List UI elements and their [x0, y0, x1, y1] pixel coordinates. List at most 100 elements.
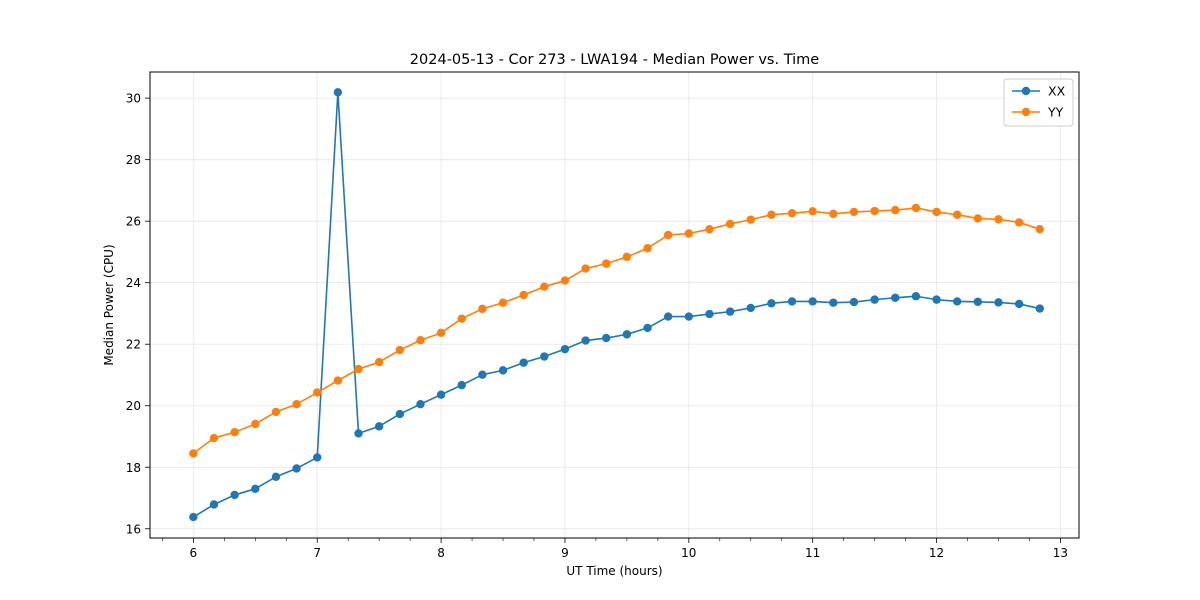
data-point-xx	[436, 390, 446, 399]
data-point-yy	[705, 224, 714, 234]
data-point-yy	[643, 244, 652, 253]
data-point-xx	[251, 484, 260, 493]
x-tick-label: 12	[929, 546, 944, 560]
data-point-yy	[746, 215, 755, 224]
plot-area-frame	[149, 71, 1080, 539]
data-point-xx	[560, 344, 570, 354]
legend: XX YY	[1003, 78, 1074, 127]
x-tick-label: 6	[190, 546, 198, 560]
data-point-yy	[374, 357, 384, 367]
chart-title: 2024-05-13 - Cor 273 - LWA194 - Median P…	[410, 52, 819, 68]
x-tick-label: 13	[1053, 546, 1068, 560]
data-point-xx	[230, 490, 239, 500]
data-point-yy	[829, 209, 838, 218]
data-point-yy	[416, 336, 425, 345]
y-tick-label: 22	[126, 338, 141, 352]
y-axis: 16 18 20 22 24 26 28 30	[126, 92, 150, 536]
data-point-xx	[808, 297, 817, 306]
data-point-xx	[1014, 299, 1024, 309]
data-point-yy	[932, 207, 941, 217]
data-point-xx	[457, 380, 466, 390]
x-tick-label: 8	[437, 546, 445, 560]
y-tick-label: 20	[126, 399, 141, 413]
data-point-yy	[519, 290, 528, 300]
data-point-yy	[230, 427, 239, 437]
legend-marker-xx	[1021, 86, 1031, 96]
data-point-xx	[725, 307, 735, 316]
data-point-xx	[292, 464, 301, 473]
legend-label-yy: YY	[1047, 105, 1064, 120]
y-tick-label: 28	[126, 153, 141, 167]
data-point-yy	[560, 276, 570, 285]
data-point-yy	[395, 345, 405, 355]
y-tick-label: 24	[126, 276, 141, 290]
data-point-xx	[973, 297, 983, 306]
data-point-yy	[622, 252, 632, 262]
data-point-yy	[436, 328, 446, 338]
x-tick-label: 11	[805, 546, 820, 560]
data-point-xx	[478, 370, 487, 379]
y-tick-label: 30	[126, 92, 141, 106]
data-point-xx	[643, 323, 652, 333]
data-point-yy	[684, 229, 694, 238]
data-point-xx	[746, 303, 755, 313]
data-point-yy	[313, 388, 322, 397]
data-point-yy	[808, 207, 817, 216]
data-point-yy	[271, 407, 281, 417]
data-point-xx	[767, 299, 776, 308]
data-point-yy	[478, 304, 487, 314]
data-point-yy	[911, 203, 921, 213]
data-point-yy	[540, 282, 549, 291]
data-point-xx	[333, 88, 343, 97]
data-point-yy	[953, 210, 962, 219]
data-point-yy	[354, 364, 363, 374]
x-axis: 6 7 8 9 10 11 12 13	[162, 538, 1068, 560]
data-point-xx	[932, 295, 941, 304]
data-point-xx	[354, 429, 363, 438]
data-point-xx	[189, 512, 198, 522]
y-tick-label: 16	[126, 522, 141, 536]
data-point-xx	[374, 422, 384, 431]
series-markers	[189, 88, 1044, 522]
data-point-yy	[251, 419, 260, 429]
data-point-yy	[1035, 224, 1044, 234]
data-point-yy	[870, 206, 879, 216]
data-point-yy	[725, 219, 735, 229]
data-point-xx	[498, 366, 508, 375]
data-point-yy	[333, 376, 343, 385]
data-point-yy	[663, 230, 673, 240]
data-point-xx	[1035, 304, 1044, 313]
data-point-xx	[416, 399, 425, 409]
data-point-xx	[602, 333, 611, 343]
y-axis-label: Median Power (CPU)	[102, 244, 116, 365]
data-point-yy	[973, 214, 983, 223]
data-point-yy	[891, 205, 900, 215]
data-point-xx	[829, 298, 838, 307]
data-point-xx	[271, 472, 281, 481]
data-point-yy	[581, 264, 590, 273]
legend-marker-yy	[1021, 107, 1031, 117]
data-point-yy	[292, 399, 301, 409]
data-point-xx	[622, 330, 632, 339]
data-point-yy	[994, 215, 1003, 224]
x-tick-label: 9	[561, 546, 569, 560]
data-point-yy	[189, 449, 198, 458]
data-point-xx	[313, 453, 322, 462]
data-point-yy	[1014, 218, 1024, 227]
data-point-xx	[787, 297, 797, 306]
data-point-yy	[498, 298, 508, 307]
data-point-xx	[581, 336, 590, 345]
data-point-xx	[540, 352, 549, 361]
data-point-xx	[684, 312, 694, 321]
x-tick-label: 10	[681, 546, 696, 560]
y-tick-label: 26	[126, 215, 141, 229]
data-point-xx	[395, 409, 405, 419]
data-point-yy	[787, 208, 797, 218]
data-point-yy	[457, 314, 466, 323]
data-point-yy	[849, 207, 859, 217]
x-tick-label: 7	[313, 546, 321, 560]
data-point-xx	[663, 312, 673, 321]
data-point-xx	[705, 309, 714, 319]
grid-lines	[150, 72, 1079, 538]
